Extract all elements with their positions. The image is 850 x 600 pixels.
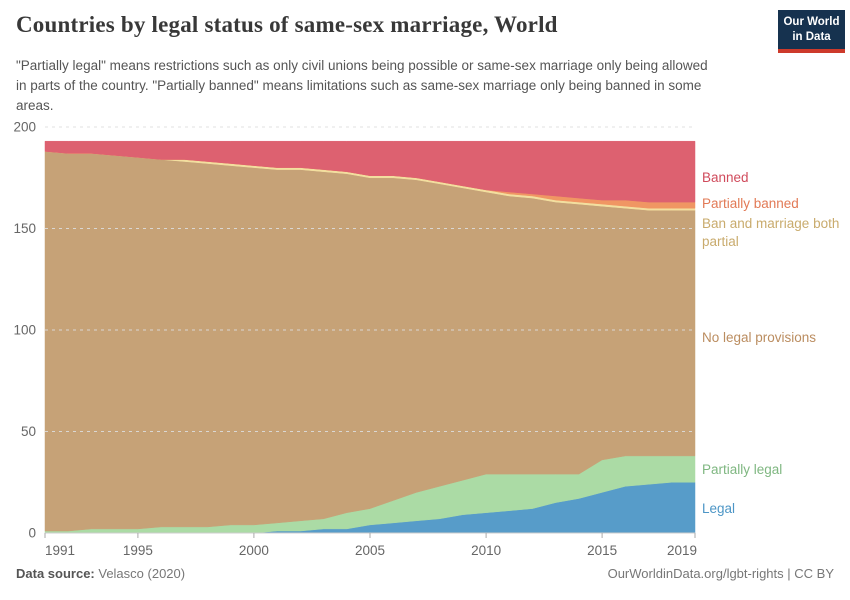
area-banned[interactable] (44, 140, 696, 203)
y-tick-label-150: 150 (13, 221, 36, 236)
page-title: Countries by legal status of same-sex ma… (16, 12, 558, 37)
x-tick-label-2010: 2010 (471, 543, 501, 558)
x-tick-label-1991: 1991 (45, 543, 75, 558)
y-tick-label-100: 100 (13, 323, 36, 338)
data-source: Data source: Velasco (2020) (16, 566, 185, 581)
owid-logo[interactable]: Our World in Data (778, 10, 845, 53)
owid-logo-line2: in Data (792, 30, 831, 43)
x-tick-label-1995: 1995 (123, 543, 153, 558)
y-tick-label-50: 50 (21, 424, 36, 439)
owid-logo-line1: Our World (783, 16, 840, 28)
y-tick-label-0: 0 (28, 526, 36, 541)
y-tick-label-200: 200 (13, 120, 36, 135)
chart-subtitle: "Partially legal" means restrictions suc… (16, 58, 708, 113)
data-source-label: Data source: (16, 566, 95, 581)
owid-link[interactable]: OurWorldinData.org/lgbt-rights (607, 566, 784, 581)
stacked-area-chart[interactable]: 0 50 100 150 200 1991 1995 2000 2005 2010 2015 2019 (0, 105, 850, 560)
x-tick-label-2000: 2000 (239, 543, 269, 558)
x-tick-label-2005: 2005 (355, 543, 385, 558)
chart-footer: Data source: Velasco (2020) OurWorldinDa… (16, 566, 834, 581)
license-separator: | (783, 566, 795, 581)
footer-attribution: OurWorldinData.org/lgbt-rights | CC BY (608, 566, 834, 581)
x-tick-label-2019: 2019 (667, 543, 697, 558)
license-label: CC BY (794, 566, 834, 581)
data-source-value: Velasco (2020) (94, 566, 186, 581)
x-tick-label-2015: 2015 (587, 543, 617, 558)
